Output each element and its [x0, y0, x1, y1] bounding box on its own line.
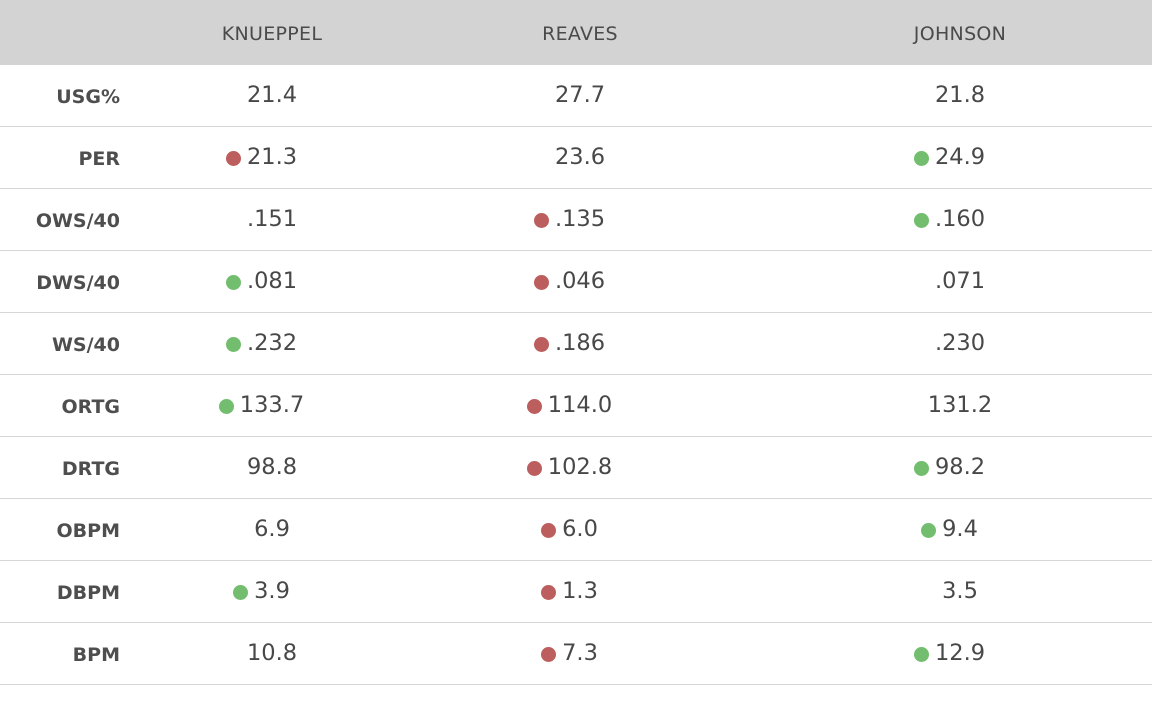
- good-indicator-dot-icon: [225, 274, 241, 290]
- stat-value: 98.2: [934, 454, 986, 480]
- table-row: WS/40 .232 .186 .230: [0, 313, 1152, 375]
- good-indicator-dot-icon: [913, 460, 929, 476]
- column-header-johnson: JOHNSON: [913, 23, 1007, 45]
- bad-indicator-dot-icon: [526, 460, 542, 476]
- column-header-knueppel: KNUEPPEL: [221, 23, 323, 45]
- stat-value: 21.3: [246, 144, 298, 170]
- good-indicator-dot-icon: [233, 584, 249, 600]
- table-body: USG% 21.4 27.7 21.8 PER 21.3 23.6 24.9 OWS/40 .15…: [0, 65, 1152, 685]
- row-label: ORTG: [61, 396, 120, 418]
- row-label: WS/40: [51, 334, 120, 356]
- stat-value: 131.2: [927, 392, 993, 418]
- stat-value: 6.0: [562, 516, 598, 542]
- stat-value: .160: [934, 206, 986, 232]
- table-row: OBPM 6.9 6.0 9.4: [0, 499, 1152, 561]
- stat-value: 114.0: [547, 392, 613, 418]
- stat-value: 27.7: [554, 82, 606, 108]
- table-row: OWS/40 .151 .135 .160: [0, 189, 1152, 251]
- good-indicator-dot-icon: [913, 212, 929, 228]
- stat-value: 23.6: [554, 144, 606, 170]
- row-label: DBPM: [56, 582, 120, 604]
- stat-value: 3.5: [942, 578, 978, 604]
- stat-value: 24.9: [934, 144, 986, 170]
- stat-value: .151: [246, 206, 298, 232]
- good-indicator-dot-icon: [913, 646, 929, 662]
- row-label: BPM: [72, 644, 120, 666]
- stat-value: .230: [934, 330, 986, 356]
- stat-value: 21.4: [246, 82, 298, 108]
- good-indicator-dot-icon: [913, 150, 929, 166]
- row-label: OBPM: [56, 520, 120, 542]
- bad-indicator-dot-icon: [533, 212, 549, 228]
- good-indicator-dot-icon: [218, 398, 234, 414]
- bad-indicator-dot-icon: [541, 584, 557, 600]
- good-indicator-dot-icon: [921, 522, 937, 538]
- stat-value: 12.9: [934, 640, 986, 666]
- stat-value: 6.9: [254, 516, 290, 542]
- row-label: DWS/40: [36, 272, 120, 294]
- stat-value: 3.9: [254, 578, 290, 604]
- stats-comparison-table: KNUEPPEL REAVES JOHNSON USG% 21.4 27.7 21.8 PE…: [0, 0, 1152, 685]
- stat-value: 21.8: [934, 82, 986, 108]
- column-header-reaves: REAVES: [542, 23, 618, 45]
- table-row: USG% 21.4 27.7 21.8: [0, 65, 1152, 127]
- table-header-row: KNUEPPEL REAVES JOHNSON: [0, 0, 1152, 65]
- table-row: PER 21.3 23.6 24.9: [0, 127, 1152, 189]
- stat-value: .046: [554, 268, 606, 294]
- bad-indicator-dot-icon: [533, 274, 549, 290]
- row-label: USG%: [56, 86, 120, 108]
- bad-indicator-dot-icon: [541, 522, 557, 538]
- bad-indicator-dot-icon: [526, 398, 542, 414]
- stat-value: .186: [554, 330, 606, 356]
- bad-indicator-dot-icon: [225, 150, 241, 166]
- stat-value: 1.3: [562, 578, 598, 604]
- table-row: DRTG 98.8 102.8 98.2: [0, 437, 1152, 499]
- stat-value: .081: [246, 268, 298, 294]
- stat-value: 98.8: [246, 454, 298, 480]
- table-row: ORTG 133.7 114.0 131.2: [0, 375, 1152, 437]
- stat-value: .071: [934, 268, 986, 294]
- stat-value: 10.8: [246, 640, 298, 666]
- stat-value: .232: [246, 330, 298, 356]
- stat-value: 133.7: [239, 392, 305, 418]
- good-indicator-dot-icon: [225, 336, 241, 352]
- stat-value: .135: [554, 206, 606, 232]
- stat-value: 102.8: [547, 454, 613, 480]
- bad-indicator-dot-icon: [533, 336, 549, 352]
- table-row: BPM 10.8 7.3 12.9: [0, 623, 1152, 685]
- row-label: PER: [78, 148, 120, 170]
- row-label: DRTG: [61, 458, 120, 480]
- row-label: OWS/40: [35, 210, 120, 232]
- stat-value: 7.3: [562, 640, 598, 666]
- table-row: DWS/40 .081 .046 .071: [0, 251, 1152, 313]
- table-row: DBPM 3.9 1.3 3.5: [0, 561, 1152, 623]
- stat-value: 9.4: [942, 516, 978, 542]
- bad-indicator-dot-icon: [541, 646, 557, 662]
